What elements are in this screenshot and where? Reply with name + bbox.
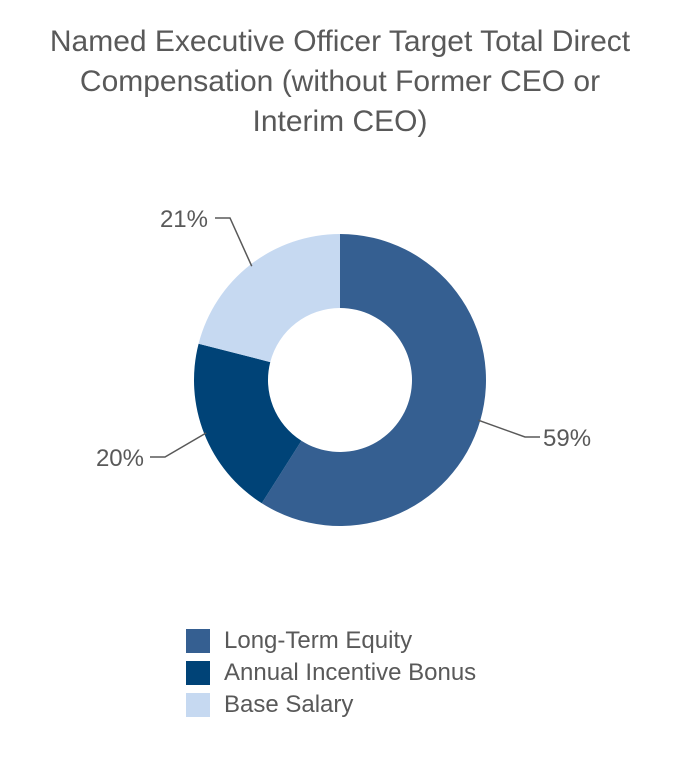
data-labels: 59% 20% 21% <box>96 206 591 472</box>
legend-item-annual-incentive-bonus: Annual Incentive Bonus <box>186 657 476 689</box>
slice-long-term-equity <box>261 234 486 526</box>
leader-line-long-term-equity <box>478 419 540 438</box>
leader-line-annual-incentive-bonus <box>150 432 207 458</box>
legend-item-base-salary: Base Salary <box>186 689 476 721</box>
legend-item-long-term-equity: Long-Term Equity <box>186 625 476 657</box>
data-label-long-term-equity: 59% <box>543 425 591 452</box>
legend-swatch-annual-incentive-bonus <box>186 661 210 685</box>
legend: Long-Term Equity Annual Incentive Bonus … <box>186 625 476 721</box>
slice-annual-incentive-bonus <box>194 343 302 504</box>
donut-chart: 59% 20% 21% <box>96 206 591 526</box>
chart-title: Named Executive Officer Target Total Dir… <box>49 25 631 138</box>
legend-label: Annual Incentive Bonus <box>224 659 477 686</box>
legend-label: Long-Term Equity <box>224 627 413 654</box>
data-label-base-salary: 21% <box>160 206 208 233</box>
legend-swatch-base-salary <box>186 693 210 717</box>
leader-line-base-salary <box>215 217 253 267</box>
data-label-annual-incentive-bonus: 20% <box>96 445 144 472</box>
legend-swatch-long-term-equity <box>186 629 210 653</box>
leader-lines <box>150 217 540 458</box>
slice-base-salary <box>198 234 340 363</box>
donut-slices <box>194 234 486 526</box>
legend-label: Base Salary <box>224 691 354 718</box>
